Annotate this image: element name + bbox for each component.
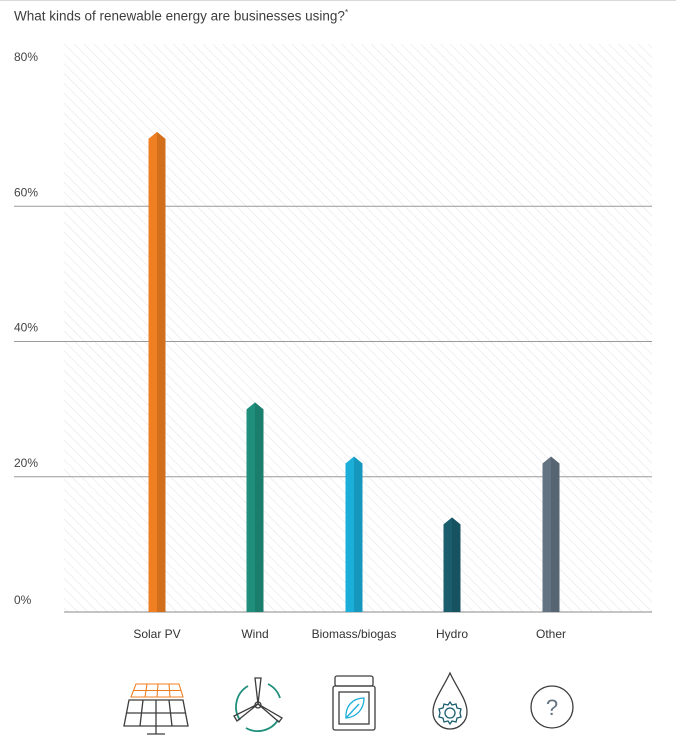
- svg-text:?: ?: [546, 695, 558, 720]
- bar-body: [246, 402, 264, 612]
- y-tick-label: 0%: [14, 593, 32, 607]
- bar-body: [345, 456, 363, 612]
- other-question-icon: ?: [530, 685, 574, 729]
- x-category-label: Biomass/biogas: [312, 627, 397, 641]
- solar-panel-icon: [123, 683, 189, 735]
- bar-wind: [246, 402, 264, 612]
- x-category-label: Wind: [241, 627, 268, 641]
- hydro-drop-icon: [432, 671, 468, 730]
- top-rule: [0, 0, 676, 1]
- x-category-label: Other: [536, 627, 566, 641]
- wind-turbine-icon: [233, 677, 283, 732]
- bar-hydro: [443, 517, 461, 612]
- bar-shade: [354, 456, 363, 612]
- y-tick-label: 40%: [14, 321, 38, 335]
- y-tick-label: 80%: [14, 50, 38, 64]
- bar-shade: [452, 517, 461, 612]
- bar-shade: [255, 402, 264, 612]
- chart-title: What kinds of renewable energy are busin…: [14, 8, 349, 24]
- x-category-label: Hydro: [436, 627, 468, 641]
- biomass-leaf-icon: [332, 675, 376, 731]
- bar-body: [148, 131, 166, 613]
- bar-body: [443, 517, 461, 612]
- bar-biomass-biogas: [345, 456, 363, 612]
- y-tick-label: 60%: [14, 185, 38, 199]
- y-tick-label: 20%: [14, 456, 38, 470]
- bar-other: [542, 456, 560, 612]
- x-category-label: Solar PV: [133, 627, 180, 641]
- bar-shade: [157, 131, 166, 613]
- bar-body: [542, 456, 560, 612]
- bar-shade: [551, 456, 560, 612]
- bar-solar-pv: [148, 131, 166, 613]
